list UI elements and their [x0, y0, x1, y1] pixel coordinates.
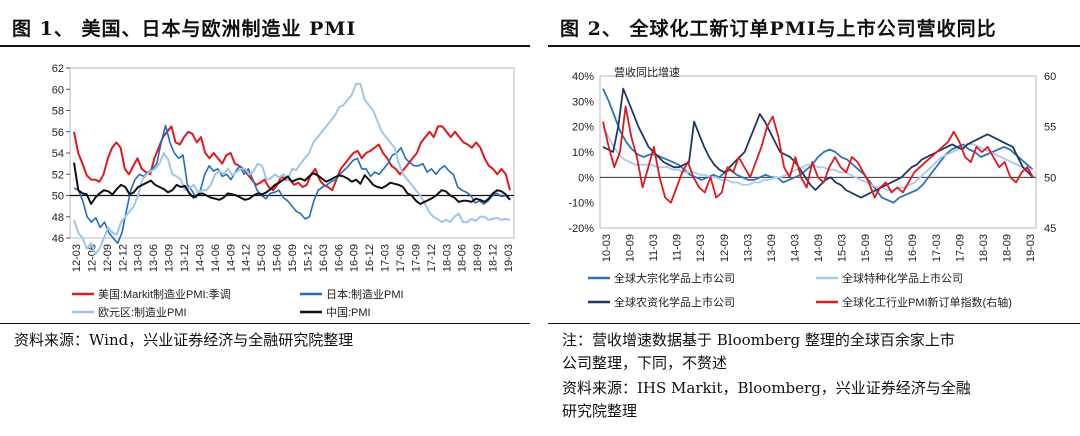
x-tick-label: 17-09 — [954, 234, 966, 262]
x-tick-label: 13-06 — [148, 244, 160, 272]
x-tick-label: 14-09 — [813, 234, 825, 262]
series-line — [602, 105, 1034, 204]
figure-2-note-line-4: 研究院整理 — [562, 402, 638, 420]
y-tick-label: 54 — [52, 148, 64, 160]
y-left-tick-label: 10% — [572, 147, 594, 159]
x-tick-label: 12-09 — [719, 234, 731, 262]
x-tick-label: 14-12 — [241, 244, 253, 272]
x-tick-label: 16-12 — [364, 244, 376, 272]
x-tick-label: 16-03 — [884, 234, 896, 262]
y-right-tick-label: 50 — [1044, 172, 1056, 184]
x-tick-label: 15-09 — [287, 244, 299, 272]
legend-label: 全球大宗化学品上市公司 — [614, 271, 735, 285]
legend-label: 全球特种化学品上市公司 — [842, 271, 963, 285]
y-left-tick-label: 0% — [578, 172, 594, 184]
y-tick-label: 48 — [52, 212, 64, 224]
x-tick-label: 12-12 — [117, 244, 129, 272]
y-tick-label: 62 — [52, 63, 64, 75]
series-line — [73, 162, 511, 205]
x-tick-label: 17-06 — [395, 244, 407, 272]
y-axis-label: 营收同比增速 — [614, 65, 680, 79]
x-tick-label: 12-03 — [695, 234, 707, 262]
y-left-tick-label: -10% — [568, 198, 594, 210]
x-tick-label: 16-06 — [333, 244, 345, 272]
x-tick-label: 18-09 — [1001, 234, 1013, 262]
y-left-tick-label: 40% — [572, 71, 594, 83]
x-tick-label: 18-12 — [488, 244, 500, 272]
x-tick-label: 17-09 — [410, 244, 422, 272]
series-line — [73, 124, 511, 245]
x-tick-label: 13-09 — [164, 244, 176, 272]
x-tick-label: 11-03 — [648, 234, 660, 261]
figure-2-note-line-2: 公司整理，下同，不赘述 — [562, 354, 728, 372]
y-tick-label: 56 — [52, 127, 64, 139]
y-tick-label: 60 — [52, 84, 64, 96]
y-right-tick-label: 55 — [1044, 122, 1056, 134]
y-tick-label: 52 — [52, 169, 64, 181]
figure-2-top-rule — [548, 45, 1080, 47]
y-right-tick-label: 60 — [1044, 71, 1056, 83]
x-tick-label: 17-03 — [380, 244, 392, 272]
x-tick-label: 14-03 — [194, 244, 206, 272]
figure-2-bottom-rule — [548, 323, 1080, 324]
x-tick-label: 16-09 — [907, 234, 919, 262]
y-left-tick-label: 30% — [572, 96, 594, 108]
x-tick-label: 15-09 — [860, 234, 872, 262]
x-tick-label: 13-03 — [742, 234, 754, 262]
legend-label: 全球农资化学品上市公司 — [614, 295, 735, 309]
x-tick-label: 13-12 — [179, 244, 191, 272]
x-tick-label: 12-06 — [86, 244, 98, 272]
x-tick-label: 15-03 — [837, 234, 849, 262]
y-right-tick-label: 45 — [1044, 223, 1056, 235]
y-tick-label: 50 — [52, 191, 64, 203]
plot-area — [69, 67, 515, 239]
x-tick-label: 14-03 — [789, 234, 801, 262]
series-line — [602, 88, 1034, 204]
y-left-tick-label: -20% — [568, 223, 594, 235]
figure-2-note-line-1: 注：营收增速数据基于 Bloomberg 整理的全球百余家上市 — [562, 331, 955, 349]
x-tick-label: 13-09 — [766, 234, 778, 262]
x-tick-label: 14-06 — [210, 244, 222, 272]
x-tick-label: 19-03 — [503, 244, 515, 272]
x-tick-label: 18-06 — [457, 244, 469, 272]
y-tick-label: 46 — [52, 233, 64, 245]
x-tick-label: 17-03 — [931, 234, 943, 262]
figure-1-source: 资料来源：Wind，兴业证券经济与全融研究院整理 — [14, 331, 354, 349]
legend-label: 美国:Markit制造业PMI:季调 — [98, 287, 231, 301]
x-tick-label: 17-12 — [426, 244, 438, 272]
plot-area — [599, 75, 1037, 229]
y-left-tick-label: 20% — [572, 122, 594, 134]
x-tick-label: 15-03 — [256, 244, 268, 272]
x-tick-label: 13-03 — [133, 244, 145, 272]
x-tick-label: 16-03 — [318, 244, 330, 272]
x-tick-label: 11-09 — [672, 234, 684, 261]
legend-label: 欧元区:制造业PMI — [98, 305, 187, 319]
legend-label: 中国:PMI — [326, 306, 371, 319]
figure-2-title: 图 2、 全球化工新订单PMI与上市公司营收同比 — [560, 18, 997, 40]
x-tick-label: 14-09 — [225, 244, 237, 272]
legend-label: 日本:制造业PMI — [326, 287, 404, 301]
figure-1-title: 图 1、 美国、日本与欧洲制造业 PMI — [12, 18, 357, 40]
x-tick-label: 12-03 — [71, 244, 83, 272]
x-tick-label: 15-06 — [272, 244, 284, 272]
x-tick-label: 12-09 — [102, 244, 114, 272]
x-tick-label: 10-03 — [601, 234, 613, 262]
x-tick-label: 15-12 — [302, 244, 314, 272]
x-tick-label: 10-09 — [625, 234, 637, 262]
legend-label: 全球化工行业PMI新订单指数(右轴) — [842, 295, 1012, 309]
x-tick-label: 18-03 — [978, 234, 990, 262]
x-tick-label: 18-09 — [472, 244, 484, 272]
y-tick-label: 58 — [52, 106, 64, 118]
figure-1-top-rule — [0, 45, 530, 47]
figure-1-chart: 62 60 58 56 54 52 50 48 46 12-03 12-06 12-09 12-12 13… — [52, 63, 515, 319]
x-tick-label: 18-03 — [441, 244, 453, 272]
figure-1-bottom-rule — [0, 323, 530, 324]
x-tick-label: 16-09 — [349, 244, 361, 272]
figure-2-note-line-3: 资料来源：IHS Markit，Bloomberg，兴业证券经济与全融 — [562, 379, 971, 397]
series-line — [602, 87, 1034, 199]
figure-2-chart: 40% 30% 20% 10% 0% -10% -20% 60 55 50 45 营收同比增速 10-0… — [568, 65, 1056, 309]
x-tick-label: 19-03 — [1025, 234, 1037, 262]
series-line — [73, 82, 511, 255]
